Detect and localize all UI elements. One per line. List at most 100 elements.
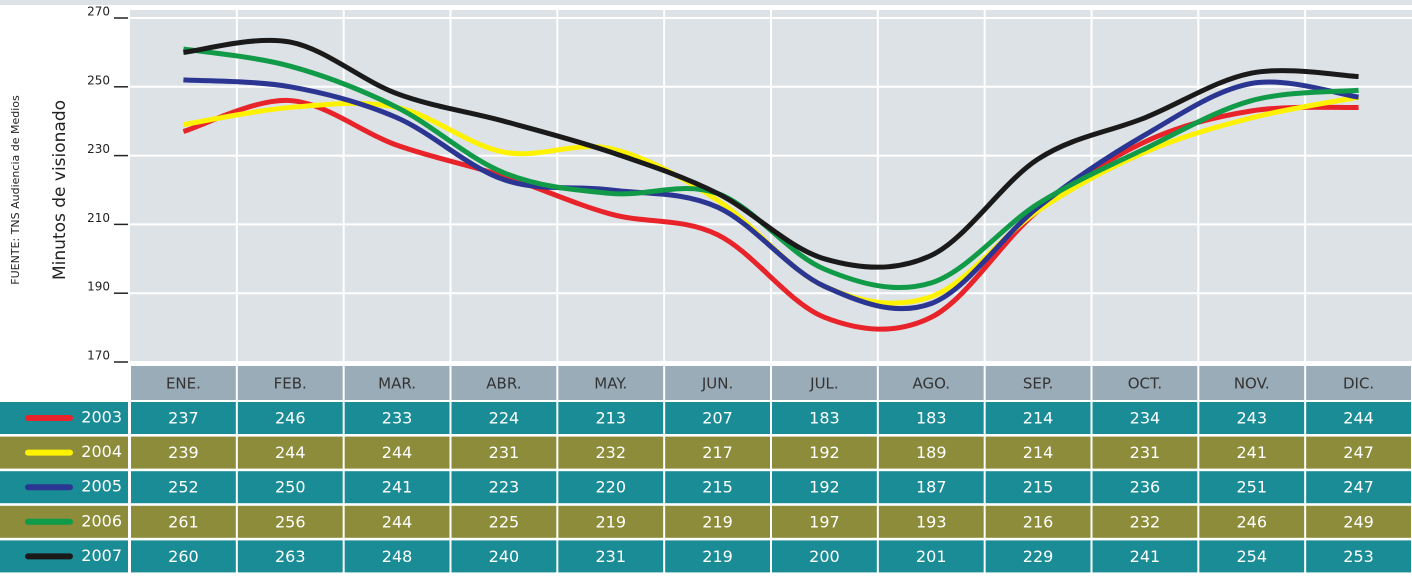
series-line: [183, 77, 1359, 312]
table-cell: [237, 436, 343, 469]
legend-label: 2003: [81, 408, 122, 427]
table-value: 201: [916, 547, 947, 566]
table-cell: [1092, 505, 1198, 538]
table-value: 219: [702, 512, 733, 531]
table-cell: [878, 436, 984, 469]
table-cell: [1199, 505, 1305, 538]
table-value: 193: [916, 512, 947, 531]
month-cell: [985, 366, 1091, 400]
x-tick-label: OCT.: [1128, 375, 1162, 393]
table-cell: [1092, 402, 1198, 434]
table-cell: [1306, 540, 1411, 573]
table-value: 183: [916, 409, 947, 428]
table-cell: [131, 402, 236, 434]
table-value: 241: [1236, 443, 1267, 462]
table-cell: [237, 471, 343, 504]
table-cell: [237, 505, 343, 538]
table-value: 256: [275, 512, 306, 531]
table-value: 254: [1236, 547, 1267, 566]
table-cell: [451, 471, 557, 504]
table-cell: [237, 402, 343, 434]
x-tick-label: MAR.: [378, 375, 416, 393]
table-value: 207: [702, 409, 733, 428]
table-value: 232: [1130, 512, 1161, 531]
table-cell: [558, 402, 664, 434]
table-cell: [131, 505, 236, 538]
table-cell: [985, 505, 1091, 538]
table-cell: [878, 505, 984, 538]
table-cell: [1199, 471, 1305, 504]
table-value: 219: [702, 547, 733, 566]
table-cell: [451, 505, 557, 538]
legend-label: 2005: [81, 477, 122, 496]
y-tick-label: 210: [87, 211, 110, 225]
table-value: 246: [275, 409, 306, 428]
table-value: 183: [809, 409, 840, 428]
month-cell: [772, 366, 877, 400]
y-tick-label: 270: [87, 5, 110, 19]
source: FUENTE: TNS Audiencia de Medios: [9, 95, 22, 285]
table-value: 217: [702, 443, 733, 462]
table-value: 189: [916, 443, 947, 462]
table-cell: [344, 471, 450, 504]
table-cell: [451, 402, 557, 434]
table-cell: [772, 540, 877, 573]
table-value: 231: [1130, 443, 1161, 462]
table-cell: [237, 540, 343, 573]
table-cell: [344, 540, 450, 573]
table-value: 200: [809, 547, 840, 566]
table-cell: [1306, 505, 1411, 538]
table-value: 214: [1023, 443, 1054, 462]
table-value: 246: [1236, 512, 1267, 531]
table-cell: [1199, 402, 1305, 434]
legend-label: 2006: [81, 511, 122, 530]
legend-label: 2004: [81, 442, 122, 461]
series-line: [182, 98, 1359, 332]
table-cell: [665, 505, 770, 538]
x-tick-label: SEP.: [1023, 375, 1053, 393]
table-cell: [1092, 540, 1198, 573]
table-cell: [665, 540, 770, 573]
x-tick-label: NOV.: [1234, 375, 1270, 393]
table-value: 248: [382, 547, 413, 566]
table-cell: [558, 471, 664, 504]
table-value: 214: [1023, 409, 1054, 428]
table-cell: [558, 436, 664, 469]
table-value: 247: [1343, 443, 1374, 462]
table-value: 263: [275, 547, 306, 566]
table-value: 220: [595, 478, 626, 497]
table-value: 236: [1130, 478, 1161, 497]
table-cell: [344, 505, 450, 538]
top-band: [0, 0, 1412, 5]
table-value: 223: [489, 478, 520, 497]
x-tick-label: ABR.: [486, 375, 521, 393]
series-line: [183, 37, 1359, 270]
x-tick-label: ENE.: [166, 375, 201, 393]
month-cell: [878, 366, 984, 400]
table-cell: [344, 436, 450, 469]
table-value: 215: [1023, 478, 1054, 497]
table-value: 253: [1343, 547, 1374, 566]
table-cell: [451, 540, 557, 573]
month-cell: [131, 366, 236, 400]
table-value: 252: [168, 478, 199, 497]
table-value: 247: [1343, 478, 1374, 497]
table-cell: [665, 471, 770, 504]
table-value: 261: [168, 512, 199, 531]
table-cell: [878, 540, 984, 573]
y-tick-label: 230: [87, 142, 110, 156]
table-value: 232: [595, 443, 626, 462]
table-cell: [985, 402, 1091, 434]
table-value: 244: [1343, 409, 1374, 428]
table-cell: [665, 402, 770, 434]
x-tick-label: MAY.: [594, 375, 627, 393]
y-tick-label: 190: [87, 280, 110, 294]
y-tick-label: 250: [87, 73, 110, 87]
table-value: 241: [382, 478, 413, 497]
table-cell: [772, 505, 877, 538]
table-value: 192: [809, 443, 840, 462]
table-cell: [772, 471, 877, 504]
table-value: 216: [1023, 512, 1054, 531]
table-value: 231: [595, 547, 626, 566]
table-value: 197: [809, 512, 840, 531]
